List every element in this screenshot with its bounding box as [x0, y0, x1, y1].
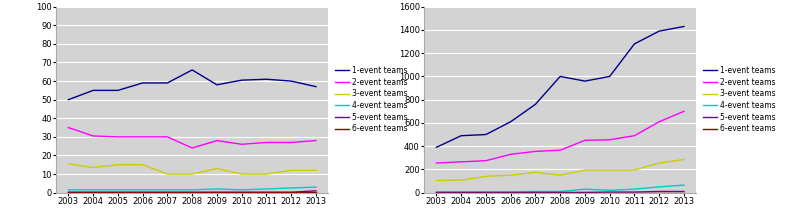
Legend: 1-event teams, 2-event teams, 3-event teams, 4-event teams, 5-event teams, 6-eve: 1-event teams, 2-event teams, 3-event te… [332, 66, 405, 133]
Legend: 1-event teams, 2-event teams, 3-event teams, 4-event teams, 5-event teams, 6-eve: 1-event teams, 2-event teams, 3-event te… [703, 66, 775, 133]
Legend: 1-event teams, 2-event teams, 3-event teams, 4-event teams, 5-event teams, 6-eve: 1-event teams, 2-event teams, 3-event te… [335, 66, 407, 133]
